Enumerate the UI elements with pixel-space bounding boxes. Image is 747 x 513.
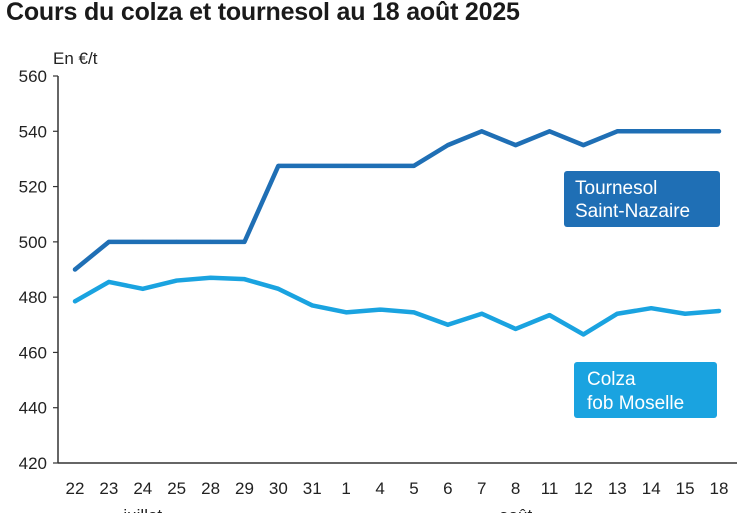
x-tick-label: 8 <box>511 479 520 498</box>
x-tick-label: 22 <box>66 479 85 498</box>
data-point <box>513 143 518 148</box>
data-point <box>140 239 145 244</box>
data-point <box>310 303 315 308</box>
x-tick-label: 13 <box>608 479 627 498</box>
data-point <box>683 311 688 316</box>
data-point <box>140 286 145 291</box>
data-point <box>242 239 247 244</box>
data-point <box>479 311 484 316</box>
y-tick-label: 520 <box>19 178 47 197</box>
x-tick-label: 18 <box>710 479 729 498</box>
x-tick-label: 25 <box>167 479 186 498</box>
y-tick-label: 540 <box>19 122 47 141</box>
x-tick-label: 7 <box>477 479 486 498</box>
x-tick-label: 14 <box>642 479 661 498</box>
data-point <box>208 275 213 280</box>
data-point <box>378 163 383 168</box>
x-tick-label: 5 <box>409 479 418 498</box>
data-point <box>276 163 281 168</box>
y-tick-label: 460 <box>19 343 47 362</box>
data-point <box>547 129 552 134</box>
data-point <box>445 322 450 327</box>
x-tick-label: 28 <box>201 479 220 498</box>
data-point <box>276 286 281 291</box>
x-tick-label: 15 <box>676 479 695 498</box>
data-point <box>615 311 620 316</box>
y-tick-label: 440 <box>19 399 47 418</box>
y-tick-label: 480 <box>19 288 47 307</box>
legend-box-1 <box>574 362 717 418</box>
chart-title: Cours du colza et tournesol au 18 août 2… <box>6 0 520 26</box>
x-tick-label: 11 <box>541 479 559 498</box>
x-axis-ticks: 2223242528293031145678111213141518juille… <box>66 479 729 513</box>
legend-box-0 <box>564 171 720 227</box>
data-point <box>445 143 450 148</box>
data-point <box>411 310 416 315</box>
x-month-label: juillet <box>122 506 162 513</box>
data-point <box>479 129 484 134</box>
data-point <box>411 163 416 168</box>
data-point <box>73 299 77 304</box>
data-point <box>310 163 315 168</box>
x-tick-label: 31 <box>303 479 322 498</box>
data-point <box>174 278 179 283</box>
data-point <box>717 129 721 134</box>
x-tick-label: 30 <box>269 479 288 498</box>
y-tick-label: 560 <box>19 67 47 86</box>
data-point <box>106 279 111 284</box>
data-point <box>581 143 586 148</box>
x-month-label: août <box>499 506 532 513</box>
x-tick-label: 12 <box>574 479 593 498</box>
series-line-1 <box>72 275 722 337</box>
legend-label: Saint-Nazaire <box>575 201 690 222</box>
legend-label: Colza <box>587 369 636 390</box>
x-tick-label: 23 <box>99 479 118 498</box>
legend-label: Tournesol <box>575 178 657 199</box>
y-axis-unit-label: En €/t <box>53 49 98 68</box>
data-point <box>242 277 247 282</box>
x-tick-label: 24 <box>133 479 152 498</box>
x-tick-label: 4 <box>375 479 384 498</box>
data-point <box>717 308 721 313</box>
data-point <box>174 239 179 244</box>
data-point <box>547 313 552 318</box>
x-tick-label: 1 <box>341 479 350 498</box>
data-point <box>615 129 620 134</box>
y-tick-label: 500 <box>19 233 47 252</box>
x-tick-label: 6 <box>443 479 452 498</box>
data-point <box>683 129 688 134</box>
y-axis-ticks: 420 440 460 480 500 520 540 560 <box>19 67 58 473</box>
data-point <box>649 306 654 311</box>
data-point <box>513 326 518 331</box>
data-point <box>344 310 349 315</box>
data-point <box>73 267 77 272</box>
data-point <box>208 239 213 244</box>
axes <box>57 76 737 464</box>
data-point <box>106 239 111 244</box>
series-lines <box>72 129 722 337</box>
series-line-0 <box>72 129 722 272</box>
data-point <box>344 163 349 168</box>
x-tick-label: 29 <box>235 479 254 498</box>
data-point <box>581 332 586 337</box>
y-tick-label: 420 <box>19 454 47 473</box>
data-point <box>378 307 383 312</box>
data-point <box>649 129 654 134</box>
legend-label: fob Moselle <box>587 393 684 414</box>
